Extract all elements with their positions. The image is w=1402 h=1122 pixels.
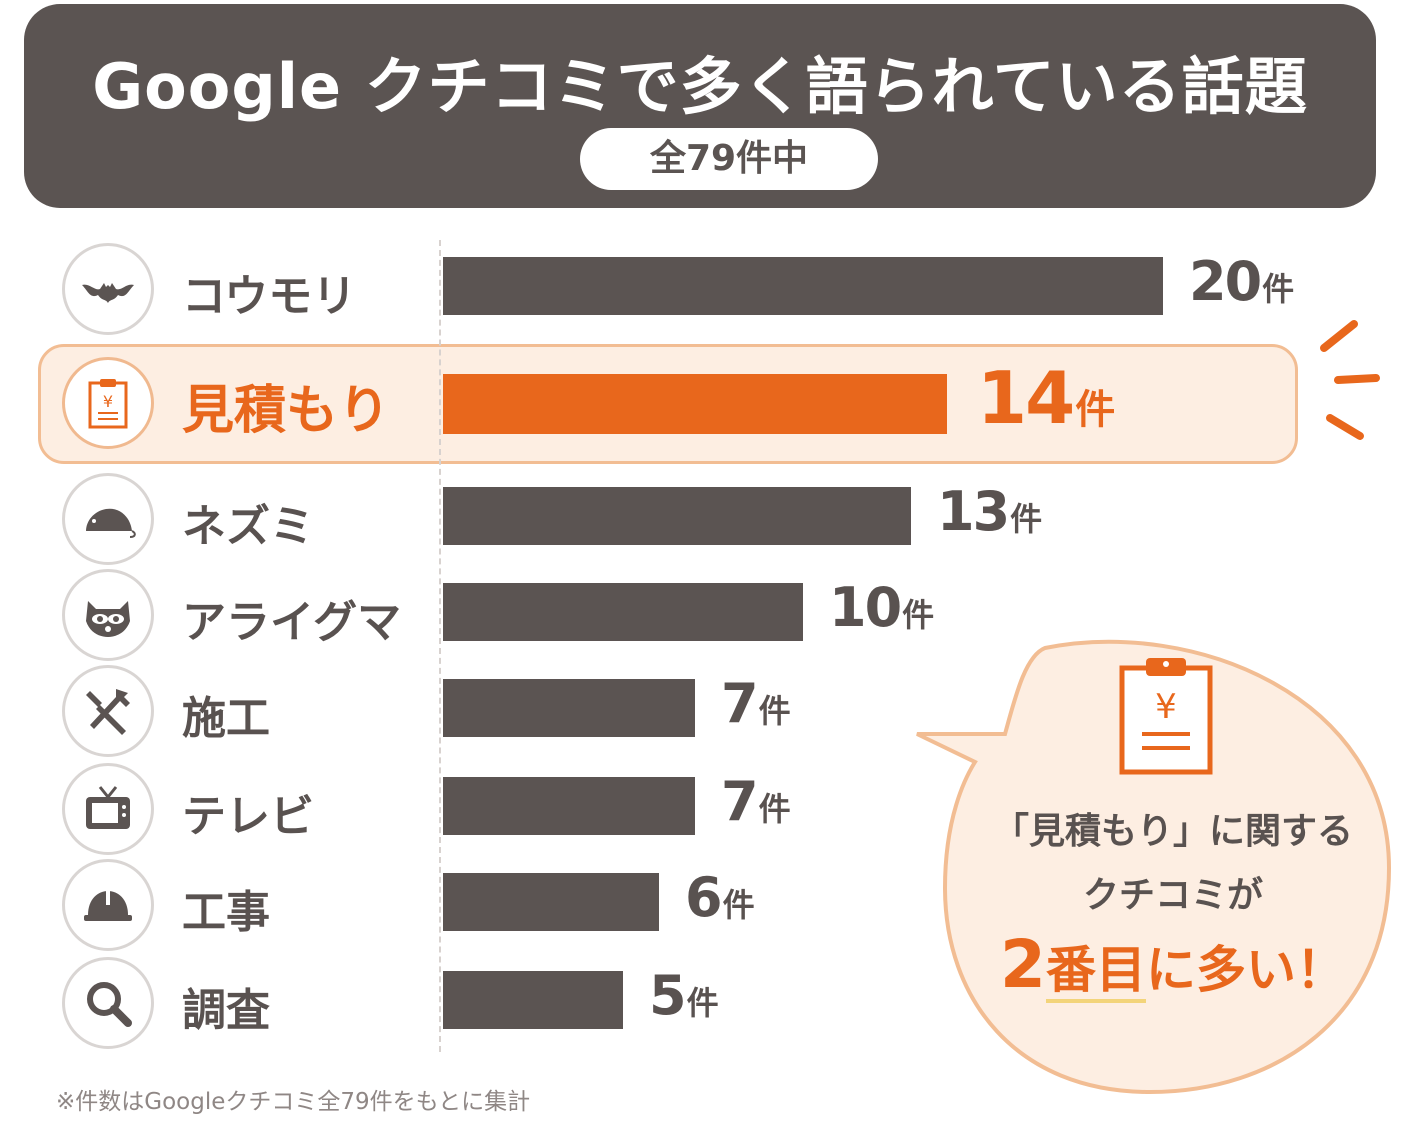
category-label: 工事 [182, 887, 270, 938]
raccoon-icon [62, 569, 154, 661]
bar [443, 257, 1163, 315]
value-unit: 件 [1010, 500, 1043, 538]
bar-row-engineering: 工事 6件 [0, 856, 1402, 952]
bar-row-raccoon: アライグマ 10件 [0, 566, 1402, 662]
value-unit: 件 [758, 692, 791, 730]
bar-row-rat: ネズミ 13件 [0, 470, 1402, 566]
value-number: 20 [1189, 250, 1262, 313]
bar [443, 374, 947, 434]
value-number: 6 [685, 866, 723, 929]
category-label: ネズミ [182, 501, 314, 552]
bar [443, 971, 623, 1029]
callout-rank-rest: に多い！ [1145, 941, 1346, 999]
chart-title: Google クチコミで多く語られている話題 [92, 50, 1308, 123]
value-label: 7件 [721, 672, 791, 735]
bar-row-survey: 調査 5件 [0, 954, 1402, 1050]
category-label: コウモリ [182, 271, 357, 322]
bar [443, 679, 695, 737]
value-unit: 件 [758, 790, 791, 828]
chart-subtitle-pill: 全79件中 [580, 128, 878, 190]
value-number: 10 [829, 576, 902, 639]
value-label: 14件 [977, 356, 1115, 440]
emphasis-lines-icon [1320, 320, 1380, 440]
value-label: 20件 [1189, 250, 1294, 313]
callout-bubble [916, 639, 1392, 1095]
estimate-clipboard-icon: ¥ [62, 357, 154, 449]
callout-rank-number: 2 [1000, 926, 1046, 1003]
value-label: 6件 [685, 866, 755, 929]
value-unit: 件 [902, 596, 935, 634]
tv-icon [62, 763, 154, 855]
bar-row-construction-work: 施工 7件 [0, 662, 1402, 758]
value-number: 5 [649, 964, 687, 1027]
category-label: 調査 [182, 985, 270, 1036]
category-label: アライグマ [182, 597, 402, 648]
value-unit: 件 [1262, 270, 1295, 308]
value-number: 7 [721, 770, 759, 833]
category-label: テレビ [182, 791, 314, 842]
value-unit: 件 [722, 886, 755, 924]
value-label: 10件 [829, 576, 934, 639]
bar-row-bat: コウモリ 20件 [0, 240, 1402, 336]
footnote: ※件数はGoogleクチコミ全79件をもとに集計 [56, 1089, 531, 1115]
bar [443, 487, 911, 545]
category-label: 施工 [182, 693, 270, 744]
callout-rank-word: 番目 [1045, 941, 1146, 1003]
header-banner: Google クチコミで多く語られている話題 全79件中 [24, 4, 1376, 208]
value-number: 13 [937, 480, 1010, 543]
value-number: 7 [721, 672, 759, 735]
callout-clipboard-icon: ¥ [1119, 658, 1213, 775]
callout-line-1: 「見積もり」に関する [992, 811, 1353, 852]
category-label: 見積もり [182, 381, 391, 441]
bar-row-tv: テレビ 7件 [0, 760, 1402, 856]
magnifier-icon [62, 957, 154, 1049]
rat-icon [62, 473, 154, 565]
bar-row-estimate: ¥ 見積もり 14件 [0, 354, 1402, 450]
callout-line-3: 2番目に多い！ [948, 926, 1398, 1003]
bar [443, 873, 659, 931]
value-unit: 件 [1075, 387, 1116, 433]
value-unit: 件 [686, 984, 719, 1022]
value-label: 5件 [649, 964, 719, 1027]
bat-icon [62, 243, 154, 335]
value-number: 14 [977, 356, 1075, 440]
helmet-icon [62, 859, 154, 951]
bar [443, 777, 695, 835]
value-label: 13件 [937, 480, 1042, 543]
svg-text:¥: ¥ [103, 392, 113, 411]
tools-icon [62, 665, 154, 757]
svg-text:¥: ¥ [1155, 687, 1177, 727]
bar [443, 583, 803, 641]
axis-baseline [439, 240, 441, 1052]
callout-line-2: クチコミが [1082, 875, 1263, 916]
value-label: 7件 [721, 770, 791, 833]
